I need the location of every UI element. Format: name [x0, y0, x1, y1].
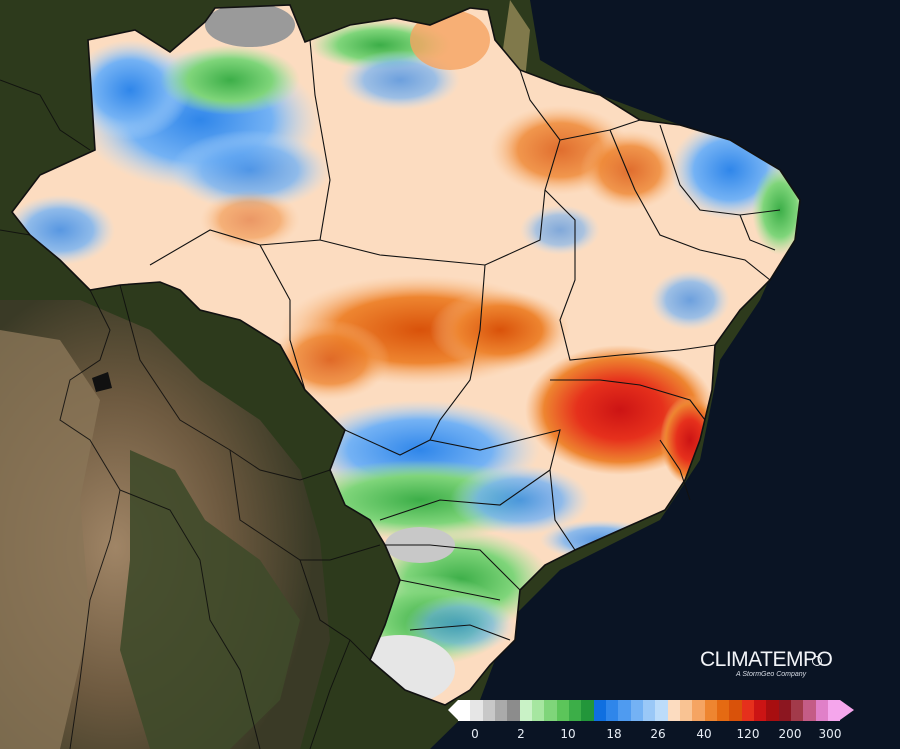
legend-tick: 40: [696, 727, 712, 741]
legend-tick: 2: [517, 727, 525, 741]
legend-tick: 200: [778, 727, 802, 741]
legend-swatch: [827, 700, 841, 721]
legend-swatch: [581, 700, 594, 721]
precipitation-legend: 0 2 10 18 26 40 120 200 300: [448, 698, 860, 744]
legend-swatch: [729, 700, 742, 721]
brand-name: CLIMATEMPO: [700, 648, 833, 671]
brand-circle-icon: [812, 656, 822, 666]
legend-tick: 26: [650, 727, 666, 741]
legend-swatch: [778, 700, 791, 721]
legend-swatch: [494, 700, 508, 721]
legend-swatch: [655, 700, 668, 721]
legend-swatch: [507, 700, 520, 721]
legend-tick: 18: [606, 727, 622, 741]
legend-right-arrow: [840, 700, 854, 720]
legend-left-cap: [448, 700, 458, 720]
legend-tick: 120: [736, 727, 760, 741]
state-boundaries: [10, 4, 801, 706]
legend-swatch: [753, 700, 767, 721]
country-boundaries: [0, 79, 381, 749]
legend-swatch: [803, 700, 816, 721]
brand-tagline: A StormGeo Company: [736, 671, 807, 678]
legend-swatch: [630, 700, 643, 721]
legend-tick: 0: [471, 727, 479, 741]
legend-swatch: [618, 700, 631, 721]
legend-swatch: [815, 700, 828, 721]
legend-tick: 300: [818, 727, 842, 741]
climatempo-logo: CLIMATEMPO A StormGeo Company: [700, 648, 850, 684]
legend-swatch: [642, 700, 656, 721]
legend-swatch: [790, 700, 804, 721]
legend-swatch: [593, 700, 606, 721]
legend-swatch: [679, 700, 693, 721]
legend-color-bar: [458, 700, 841, 721]
legend-swatch: [568, 700, 582, 721]
legend-swatch: [605, 700, 619, 721]
legend-swatch: [470, 700, 483, 721]
legend-swatch: [704, 700, 717, 721]
legend-swatch: [482, 700, 495, 721]
legend-swatch: [458, 700, 471, 721]
legend-swatch: [531, 700, 545, 721]
legend-swatch: [766, 700, 779, 721]
legend-swatch: [741, 700, 754, 721]
legend-swatch: [544, 700, 557, 721]
legend-swatch: [692, 700, 705, 721]
legend-swatch: [519, 700, 532, 721]
legend-swatch: [556, 700, 569, 721]
legend-swatch: [716, 700, 730, 721]
legend-swatch: [667, 700, 680, 721]
legend-tick-labels: 0 2 10 18 26 40 120 200 300: [458, 727, 842, 741]
legend-tick: 10: [560, 727, 576, 741]
